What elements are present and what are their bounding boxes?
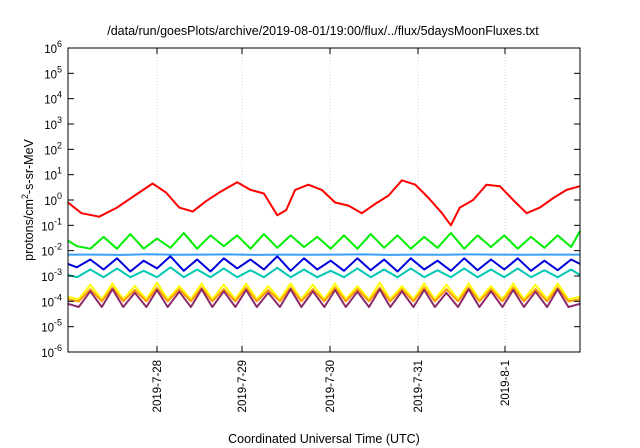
y-tick-label: 101 [44,166,62,183]
y-tick-label: 10-2 [41,242,62,259]
series-line-3 [68,253,580,256]
y-axis: 106 105 104 103 102 101 100 10-1 10-2 10-3 10-4 10-… [41,39,580,360]
x-axis-label: Coordinated Universal Time (UTC) [228,432,420,446]
y-tick-label: 10-4 [41,292,62,309]
y-tick-label: 10-6 [41,343,62,360]
series-line-5 [67,266,581,279]
series-line-4 [67,255,581,273]
series-line-2 [67,230,581,250]
x-tick-label: 2019-8-1 [500,360,512,406]
chart-title: /data/run/goesPlots/archive/2019-08-01/1… [107,24,539,38]
y-tick-label: 10-3 [41,267,62,284]
series-line-7 [67,286,581,303]
y-tick-label: 100 [44,191,62,208]
x-tick-label: 2019-7-29 [237,360,249,412]
x-tick-label: 2019-7-28 [152,360,164,412]
series-line-6 [67,281,581,301]
y-tick-label: 106 [44,39,62,56]
series-lines [67,179,581,308]
y-tick-label: 10-5 [41,318,62,335]
y-tick-label: 105 [44,64,62,81]
y-tick-label: 104 [44,90,62,107]
y-tick-label: 102 [44,140,62,157]
x-tick-label: 2019-7-30 [325,360,337,412]
x-tick-label: 2019-7-31 [413,360,425,412]
y-tick-label: 10-1 [41,216,62,233]
series-line-1 [67,179,581,227]
x-axis: 2019-7-28 2019-7-29 2019-7-30 2019-7-31 2019… [152,48,512,412]
y-tick-label: 103 [44,115,62,132]
series-line-8 [67,288,581,308]
y-axis-label: protons/cm2-s-sr-MeV [20,138,36,260]
